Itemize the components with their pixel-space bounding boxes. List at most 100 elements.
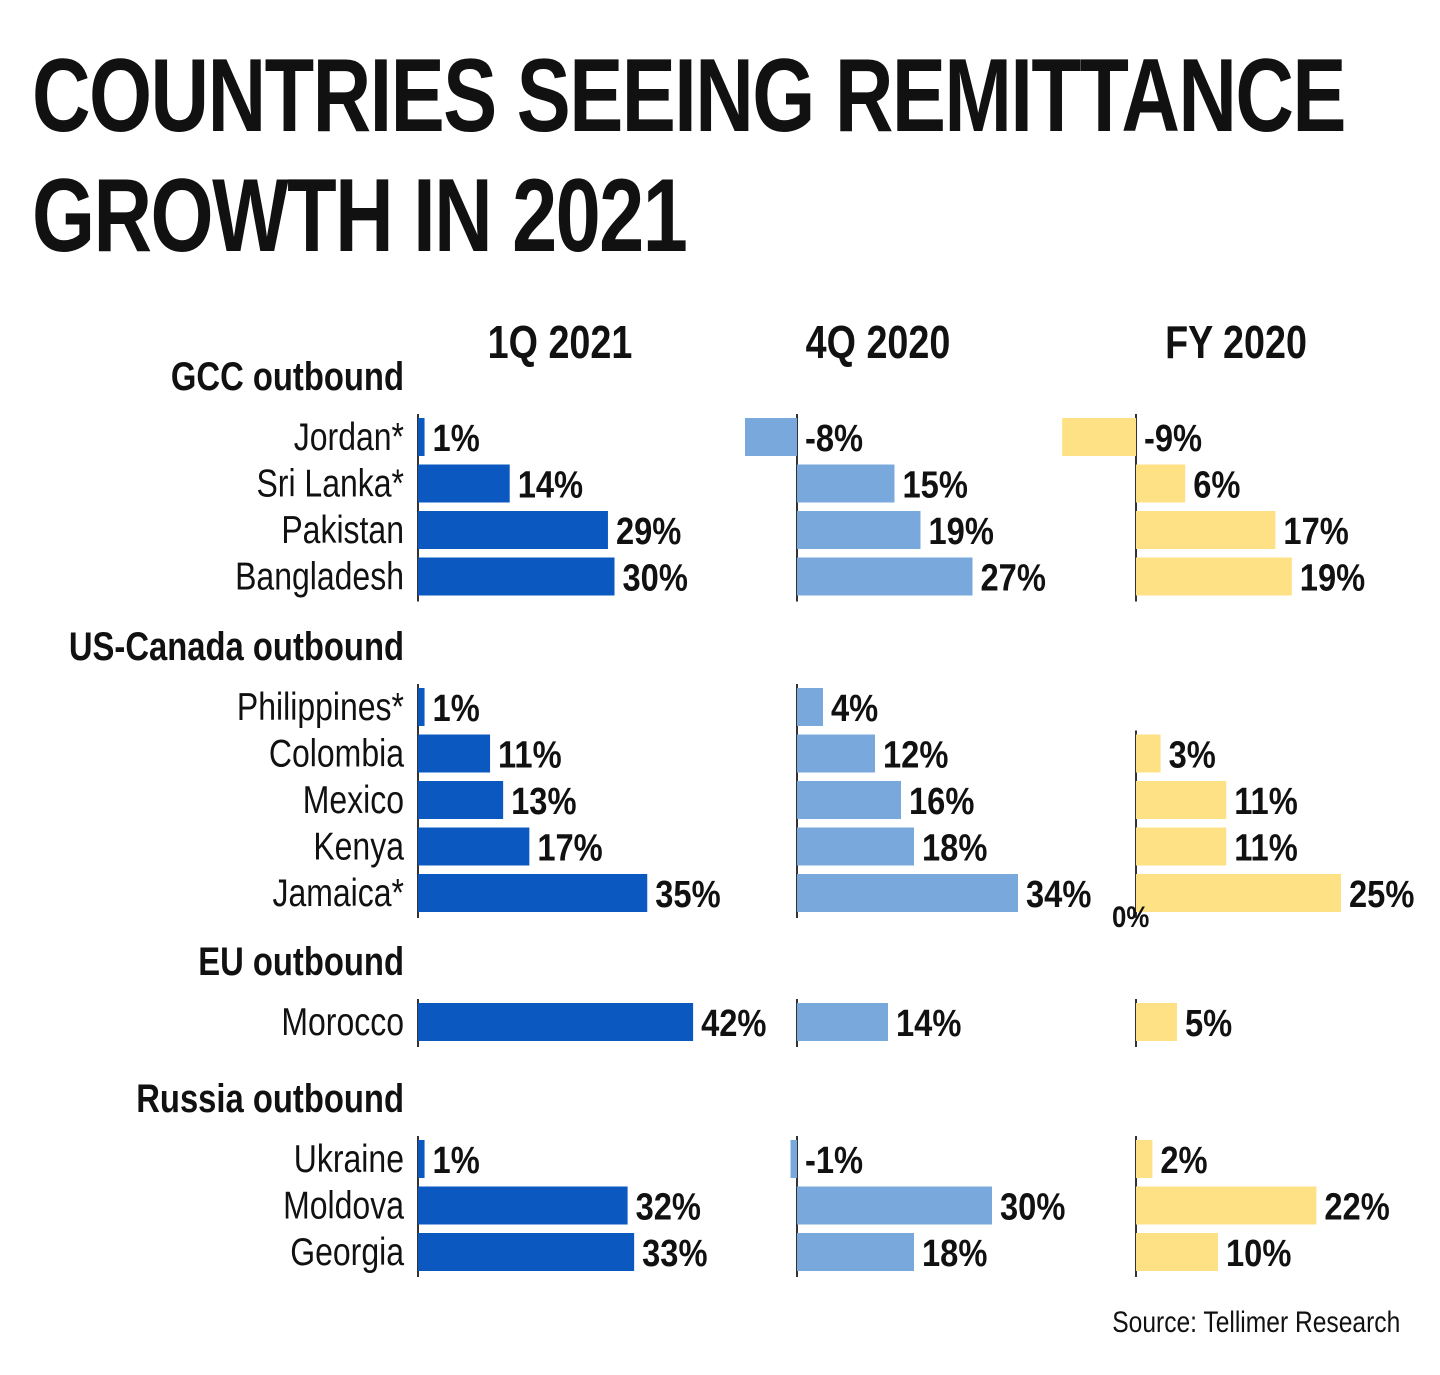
value-label-georgia-fy-2020: 10% [1226,1232,1291,1275]
bar-sri-lanka-4q-2020 [797,464,895,503]
value-label-morocco-fy-2020: 5% [1185,1002,1232,1045]
bar-mexico-4q-2020 [797,781,901,819]
value-label-bangladesh-4q-2020: 27% [980,556,1045,599]
value-label-sri-lanka-4q-2020: 15% [902,463,967,506]
value-label-mexico-fy-2020: 11% [1234,780,1298,823]
bar-pakistan-4q-2020 [797,511,921,549]
group-label-us-canada-outbound: US-Canada outbound [69,624,404,669]
value-label-mexico-1q-2021: 13% [511,780,576,823]
chart-title-line-2: GROWTH IN 2021 [32,158,688,274]
bar-georgia-4q-2020 [797,1233,914,1271]
value-label-jamaica-fy-2020: 25% [1349,873,1414,916]
bar-sri-lanka-fy-2020 [1136,464,1186,503]
group-label-eu-outbound: EU outbound [198,939,404,984]
bar-moldova-4q-2020 [797,1186,992,1225]
bar-colombia-fy-2020 [1136,734,1161,773]
country-label-pakistan: Pakistan [281,508,404,552]
bar-jordan-1q-2021 [418,418,425,456]
bar-kenya-4q-2020 [797,827,914,866]
value-label-kenya-fy-2020: 11% [1234,826,1298,869]
bar-pakistan-fy-2020 [1136,511,1276,549]
group-label-gcc-outbound: GCC outbound [171,354,404,399]
bar-colombia-1q-2021 [418,734,491,773]
value-label-moldova-fy-2020: 22% [1324,1185,1389,1228]
value-label-morocco-1q-2021: 42% [701,1002,766,1045]
value-label-kenya-4q-2020: 18% [922,826,987,869]
bar-morocco-1q-2021 [418,1003,694,1041]
value-label-moldova-1q-2021: 32% [636,1185,701,1228]
bar-jordan-fy-2020 [1062,418,1136,456]
country-label-jordan: Jordan* [294,415,404,459]
value-label-colombia-fy-2020: 3% [1169,733,1216,776]
country-label-moldova: Moldova [283,1184,404,1228]
bar-moldova-fy-2020 [1136,1186,1317,1225]
value-label-sri-lanka-1q-2021: 14% [518,463,583,506]
bar-georgia-1q-2021 [418,1233,635,1271]
column-header-fy-2020: FY 2020 [1165,316,1307,367]
value-label-jamaica-4q-2020: 34% [1026,873,1091,916]
country-label-ukraine: Ukraine [294,1137,404,1181]
value-label-philippines-4q-2020: 4% [831,687,878,730]
bar-kenya-1q-2021 [418,827,530,866]
country-label-mexico: Mexico [303,778,404,822]
group-label-russia-outbound: Russia outbound [136,1076,404,1121]
bar-moldova-1q-2021 [418,1186,628,1225]
value-label-ukraine-fy-2020: 2% [1160,1139,1207,1182]
bar-ukraine-fy-2020 [1136,1140,1153,1178]
country-label-colombia: Colombia [269,732,404,776]
value-label-ukraine-1q-2021: 1% [433,1139,480,1182]
country-label-georgia: Georgia [290,1230,404,1274]
bar-jamaica-4q-2020 [797,874,1018,912]
value-label-colombia-4q-2020: 12% [883,733,948,776]
bar-philippines-4q-2020 [797,688,823,726]
value-label-kenya-1q-2021: 17% [537,826,602,869]
bar-morocco-fy-2020 [1136,1003,1177,1041]
country-label-bangladesh: Bangladesh [235,555,404,599]
value-label-jordan-fy-2020: -9% [1144,417,1202,460]
bar-ukraine-1q-2021 [418,1140,425,1178]
bar-colombia-4q-2020 [797,734,875,773]
bar-ukraine-4q-2020 [790,1140,797,1178]
bar-jordan-4q-2020 [745,418,797,456]
source-note: Source: Tellimer Research [1111,1306,1400,1339]
bar-jamaica-fy-2020 [1136,874,1341,912]
bar-sri-lanka-1q-2021 [418,464,510,503]
value-label-georgia-4q-2020: 18% [922,1232,987,1275]
value-label-jamaica-1q-2021: 35% [655,873,720,916]
country-label-jamaica: Jamaica* [272,871,404,915]
value-label-bangladesh-1q-2021: 30% [623,556,688,599]
bar-bangladesh-4q-2020 [797,557,973,596]
value-label-pakistan-fy-2020: 17% [1283,510,1348,553]
bar-jamaica-1q-2021 [418,874,648,912]
zero-label-us-canada-outbound: 0% [1112,900,1149,933]
value-label-pakistan-4q-2020: 19% [928,510,993,553]
bar-bangladesh-fy-2020 [1136,557,1292,596]
value-label-sri-lanka-fy-2020: 6% [1193,463,1240,506]
country-label-morocco: Morocco [281,1000,404,1044]
column-header-1q-2021: 1Q 2021 [488,316,633,367]
bar-kenya-fy-2020 [1136,827,1227,866]
country-label-sri-lanka: Sri Lanka* [256,462,404,506]
value-label-jordan-1q-2021: 1% [433,417,480,460]
bar-mexico-fy-2020 [1136,781,1227,819]
country-label-kenya: Kenya [313,825,404,869]
bar-philippines-1q-2021 [418,688,425,726]
value-label-mexico-4q-2020: 16% [909,780,974,823]
value-label-colombia-1q-2021: 11% [498,733,562,776]
value-label-jordan-4q-2020: -8% [805,417,863,460]
bar-mexico-1q-2021 [418,781,504,819]
country-label-philippines: Philippines* [237,685,404,729]
value-label-georgia-1q-2021: 33% [642,1232,707,1275]
value-label-bangladesh-fy-2020: 19% [1300,556,1365,599]
bar-bangladesh-1q-2021 [418,557,615,596]
bar-morocco-4q-2020 [797,1003,888,1041]
column-header-4q-2020: 4Q 2020 [806,316,951,367]
value-label-philippines-1q-2021: 1% [433,687,480,730]
value-label-pakistan-1q-2021: 29% [616,510,681,553]
value-label-moldova-4q-2020: 30% [1000,1185,1065,1228]
value-label-morocco-4q-2020: 14% [896,1002,961,1045]
value-label-ukraine-4q-2020: -1% [805,1139,863,1182]
bar-georgia-fy-2020 [1136,1233,1218,1271]
bar-pakistan-1q-2021 [418,511,608,549]
